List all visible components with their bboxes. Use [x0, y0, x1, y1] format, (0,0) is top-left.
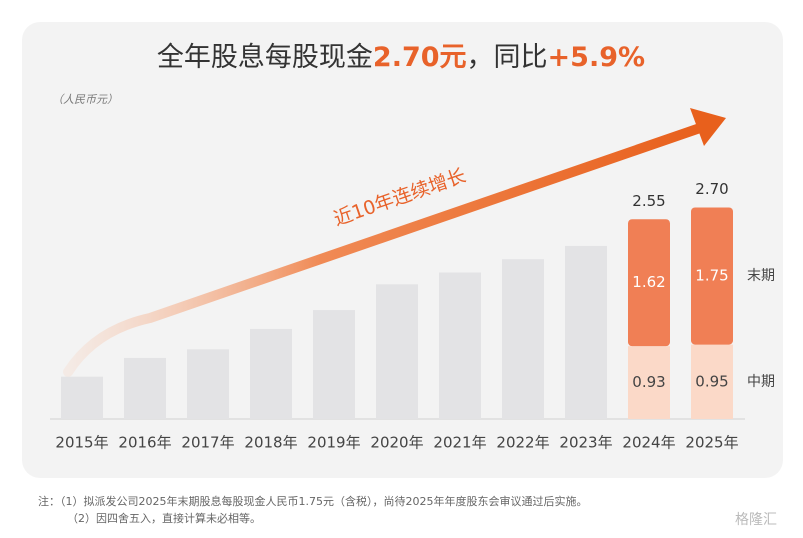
data-label: 1.75: [695, 267, 728, 285]
bar: [313, 310, 355, 419]
data-label: 1.62: [632, 273, 665, 291]
arrow-head: [690, 108, 726, 146]
x-tick-label: 2020年: [370, 434, 423, 452]
data-label: 0.93: [632, 373, 665, 391]
watermark: 格隆汇: [735, 512, 777, 528]
title-part: ，同比: [467, 42, 548, 73]
x-tick-label: 2016年: [118, 434, 171, 452]
data-label: 0.95: [695, 372, 728, 390]
x-tick-label: 2021年: [433, 434, 486, 452]
bar-segment: [628, 219, 670, 347]
note: 注：（1）拟派发公司2025年末期股息每股现金人民币1.75元（含税），尚待20…: [38, 494, 587, 508]
bar: [502, 259, 544, 419]
x-tick-label: 2019年: [307, 434, 360, 452]
x-tick-label: 2025年: [685, 434, 738, 452]
bar-segment: [691, 207, 733, 345]
x-tick-label: 2023年: [559, 434, 612, 452]
bar: [61, 376, 103, 419]
trend-arrow: [63, 123, 705, 377]
title-part: 全年股息每股现金: [157, 42, 373, 73]
unit-label: （人民币元）: [52, 93, 118, 106]
bar: [565, 245, 607, 419]
x-tick-label: 2015年: [55, 434, 108, 452]
note: （2）因四舍五入，直接计算未必相等。: [67, 511, 261, 525]
title-part: +5.9%: [548, 42, 646, 73]
chart-title: 全年股息每股现金2.70元，同比+5.9%: [157, 42, 645, 73]
bar: [439, 272, 481, 419]
bar: [187, 349, 229, 419]
x-tick-label: 2017年: [181, 434, 234, 452]
x-tick-label: 2018年: [244, 434, 297, 452]
legend-label: 中期: [747, 374, 775, 390]
bar: [376, 284, 418, 419]
bar: [250, 328, 292, 419]
x-tick-label: 2022年: [496, 434, 549, 452]
total-label: 2.55: [632, 192, 665, 210]
total-label: 2.70: [695, 180, 728, 198]
bar-segment: [691, 344, 733, 419]
bar: [124, 357, 166, 419]
title-part: 2.70元: [373, 42, 467, 73]
x-tick-label: 2024年: [622, 434, 675, 452]
legend-label: 末期: [747, 268, 775, 284]
bar-segment: [628, 346, 670, 419]
